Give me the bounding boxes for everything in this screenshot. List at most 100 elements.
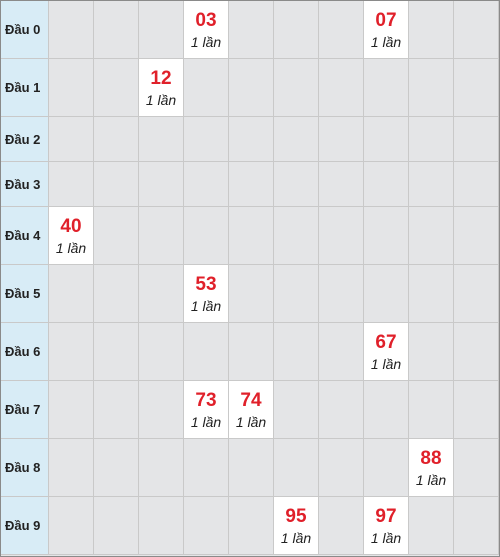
number: 03 xyxy=(195,9,217,31)
grid-cell xyxy=(454,162,499,207)
count: 1 lần xyxy=(370,355,402,372)
count: 1 lần xyxy=(190,33,222,50)
grid-cell xyxy=(94,207,139,265)
grid-cell xyxy=(409,265,454,323)
grid-cell xyxy=(274,117,319,162)
grid-cell xyxy=(184,59,229,117)
number: 97 xyxy=(375,505,397,527)
row-label: Đầu 9 xyxy=(1,497,49,555)
grid-cell xyxy=(229,497,274,555)
grid-cell xyxy=(184,162,229,207)
grid-cell xyxy=(184,323,229,381)
grid-cell xyxy=(229,207,274,265)
number: 53 xyxy=(195,273,217,295)
grid-cell xyxy=(454,381,499,439)
row-label: Đầu 5 xyxy=(1,265,49,323)
grid-cell: 40 1 lần xyxy=(49,207,94,265)
grid-cell: 07 1 lần xyxy=(364,1,409,59)
row-label: Đầu 7 xyxy=(1,381,49,439)
grid-cell xyxy=(94,59,139,117)
grid-cell xyxy=(409,59,454,117)
grid-cell xyxy=(94,439,139,497)
grid-cell xyxy=(454,207,499,265)
grid-cell xyxy=(229,117,274,162)
count: 1 lần xyxy=(370,529,402,546)
grid-cell xyxy=(319,265,364,323)
grid-cell xyxy=(229,162,274,207)
grid-cell xyxy=(364,265,409,323)
grid-cell xyxy=(184,497,229,555)
number: 74 xyxy=(240,389,262,411)
grid-cell xyxy=(94,117,139,162)
grid-cell xyxy=(454,497,499,555)
grid-cell xyxy=(139,1,184,59)
grid-cell xyxy=(409,381,454,439)
row-label: Đầu 3 xyxy=(1,162,49,207)
number: 40 xyxy=(60,215,82,237)
count: 1 lần xyxy=(145,91,177,108)
grid-cell xyxy=(274,265,319,323)
grid-cell xyxy=(139,497,184,555)
count: 1 lần xyxy=(55,239,87,256)
grid-cell xyxy=(364,207,409,265)
count: 1 lần xyxy=(280,529,312,546)
grid-cell xyxy=(319,117,364,162)
grid-cell: 73 1 lần xyxy=(184,381,229,439)
grid-cell xyxy=(139,265,184,323)
number: 95 xyxy=(285,505,307,527)
row-label: Đầu 6 xyxy=(1,323,49,381)
grid-cell xyxy=(454,1,499,59)
count: 1 lần xyxy=(415,471,447,488)
grid-cell xyxy=(184,439,229,497)
grid-cell xyxy=(49,265,94,323)
grid-cell xyxy=(94,381,139,439)
grid-cell xyxy=(94,497,139,555)
grid-cell xyxy=(184,117,229,162)
grid-cell xyxy=(139,162,184,207)
grid-cell xyxy=(274,381,319,439)
grid-cell: 67 1 lần xyxy=(364,323,409,381)
number: 88 xyxy=(420,447,442,469)
grid-cell xyxy=(319,59,364,117)
grid-cell xyxy=(274,323,319,381)
grid-cell xyxy=(229,265,274,323)
grid-cell xyxy=(319,1,364,59)
count: 1 lần xyxy=(235,413,267,430)
grid-cell: 12 1 lần xyxy=(139,59,184,117)
grid-cell xyxy=(364,117,409,162)
grid-cell xyxy=(409,323,454,381)
grid-cell xyxy=(319,207,364,265)
grid-cell xyxy=(274,59,319,117)
grid-cell xyxy=(364,162,409,207)
grid-cell xyxy=(409,162,454,207)
count: 1 lần xyxy=(190,413,222,430)
grid-cell xyxy=(49,497,94,555)
grid-cell xyxy=(274,207,319,265)
grid-cell: 74 1 lần xyxy=(229,381,274,439)
grid-cell xyxy=(139,381,184,439)
grid-cell xyxy=(454,265,499,323)
grid-cell xyxy=(274,162,319,207)
row-label: Đầu 8 xyxy=(1,439,49,497)
count: 1 lần xyxy=(190,297,222,314)
grid-cell xyxy=(139,207,184,265)
grid-cell xyxy=(229,323,274,381)
row-label: Đầu 0 xyxy=(1,1,49,59)
grid-cell xyxy=(454,117,499,162)
grid-cell xyxy=(319,323,364,381)
grid-cell: 88 1 lần xyxy=(409,439,454,497)
row-label: Đầu 4 xyxy=(1,207,49,265)
grid-cell xyxy=(274,1,319,59)
grid-cell xyxy=(49,117,94,162)
grid-cell xyxy=(229,1,274,59)
grid-cell xyxy=(319,439,364,497)
grid-cell xyxy=(409,1,454,59)
grid-cell xyxy=(49,439,94,497)
number: 67 xyxy=(375,331,397,353)
number: 12 xyxy=(150,67,172,89)
grid-cell xyxy=(94,162,139,207)
grid-cell: 97 1 lần xyxy=(364,497,409,555)
grid-cell xyxy=(49,162,94,207)
grid-cell xyxy=(94,265,139,323)
grid-cell xyxy=(94,323,139,381)
